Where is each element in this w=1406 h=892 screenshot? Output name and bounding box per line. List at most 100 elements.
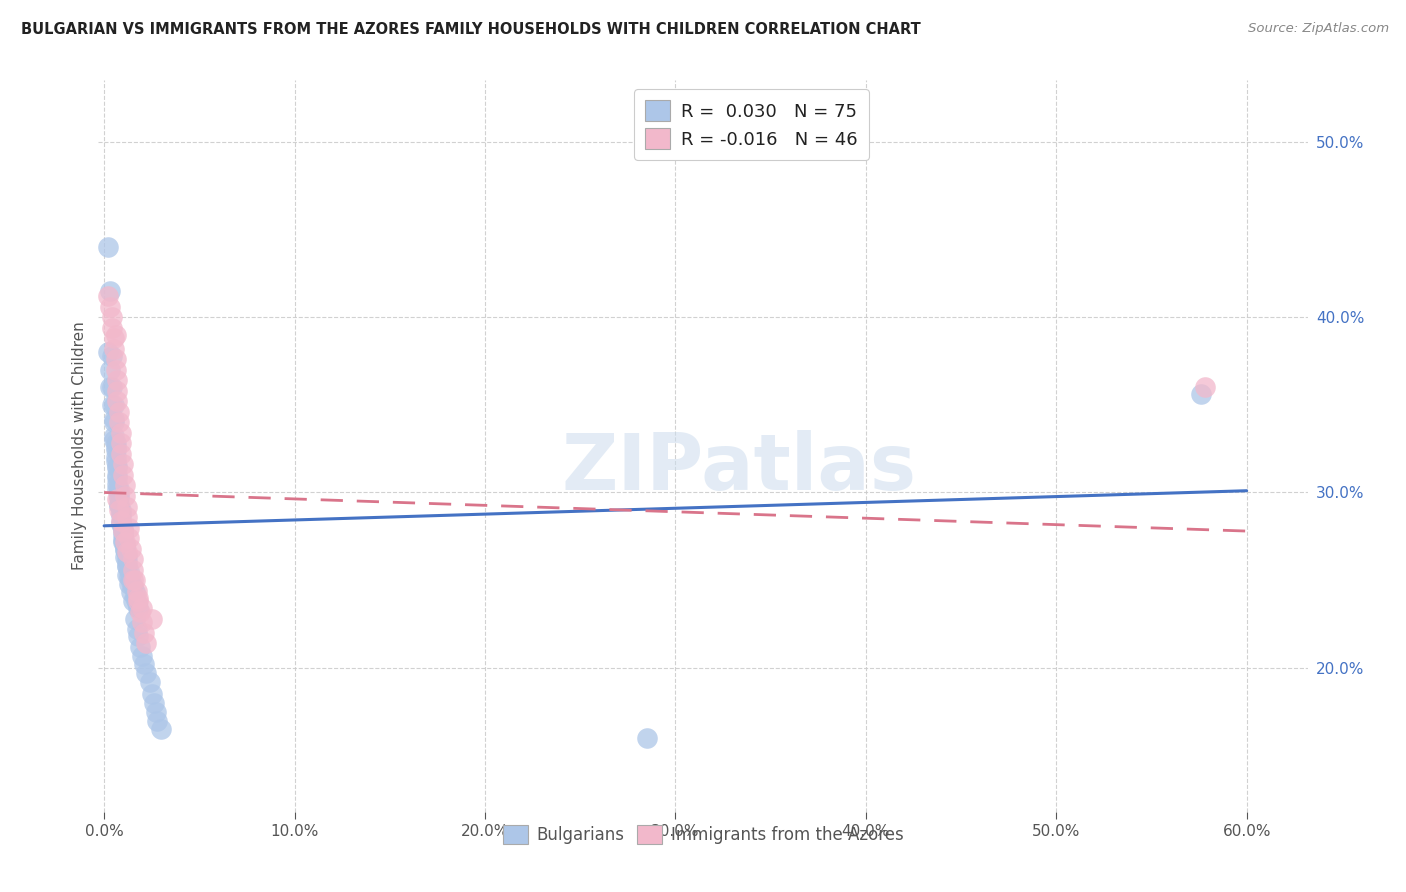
Point: [115, 549, 138, 563]
Point: [98, 284, 121, 298]
Point: [1189, 387, 1212, 401]
Point: [107, 373, 129, 387]
Point: [125, 622, 148, 636]
Point: [100, 349, 122, 363]
Point: [131, 601, 153, 615]
Point: [110, 514, 132, 528]
Point: [100, 398, 122, 412]
Point: [98, 300, 121, 314]
Point: [118, 520, 141, 534]
Point: [110, 507, 132, 521]
Point: [108, 489, 131, 503]
Point: [125, 596, 148, 610]
Y-axis label: Family Households with Children: Family Households with Children: [72, 322, 87, 570]
Point: [120, 541, 142, 556]
Point: [107, 459, 129, 474]
Point: [115, 554, 138, 568]
Point: [104, 327, 127, 342]
Point: [107, 384, 129, 398]
Point: [118, 565, 141, 579]
Point: [146, 714, 169, 728]
Point: [142, 696, 165, 710]
Point: [134, 625, 156, 640]
Point: [124, 573, 146, 587]
Point: [107, 394, 129, 409]
Legend: Bulgarians, Immigrants from the Azores: Bulgarians, Immigrants from the Azores: [496, 818, 910, 851]
Point: [104, 443, 127, 458]
Text: ZIPatlas: ZIPatlas: [562, 430, 917, 506]
Point: [97, 345, 120, 359]
Point: [127, 591, 149, 605]
Point: [104, 440, 127, 454]
Point: [118, 531, 141, 545]
Point: [150, 723, 173, 737]
Point: [110, 516, 132, 530]
Point: [124, 612, 146, 626]
Point: [114, 534, 136, 549]
Point: [121, 573, 143, 587]
Point: [121, 594, 143, 608]
Point: [112, 522, 135, 536]
Point: [110, 517, 132, 532]
Point: [97, 289, 120, 303]
Point: [108, 498, 131, 512]
Point: [121, 552, 143, 566]
Point: [112, 534, 135, 549]
Point: [124, 591, 146, 605]
Point: [115, 545, 138, 559]
Point: [103, 398, 125, 412]
Point: [107, 476, 129, 491]
Point: [108, 498, 131, 512]
Point: [108, 503, 131, 517]
Point: [103, 342, 125, 356]
Point: [120, 574, 142, 589]
Point: [112, 467, 135, 482]
Point: [121, 580, 143, 594]
Point: [100, 380, 122, 394]
Point: [103, 331, 125, 345]
Point: [114, 489, 136, 503]
Point: [135, 636, 157, 650]
Point: [114, 550, 136, 565]
Point: [115, 500, 138, 514]
Point: [120, 585, 142, 599]
Point: [145, 705, 167, 719]
Text: Source: ZipAtlas.com: Source: ZipAtlas.com: [1249, 22, 1389, 36]
Point: [103, 412, 125, 426]
Point: [115, 510, 138, 524]
Point: [104, 362, 127, 376]
Point: [112, 527, 135, 541]
Point: [108, 491, 131, 505]
Point: [139, 674, 162, 689]
Point: [103, 433, 125, 447]
Point: [107, 471, 129, 485]
Point: [134, 657, 156, 672]
Point: [108, 405, 131, 419]
Point: [114, 478, 136, 492]
Point: [107, 461, 129, 475]
Point: [108, 485, 131, 500]
Point: [141, 687, 163, 701]
Point: [110, 436, 132, 450]
Point: [121, 563, 143, 577]
Point: [100, 310, 122, 324]
Point: [636, 731, 658, 745]
Point: [131, 615, 153, 630]
Point: [114, 543, 136, 558]
Point: [100, 320, 122, 334]
Point: [112, 458, 135, 472]
Point: [131, 648, 153, 663]
Point: [103, 429, 125, 443]
Point: [108, 482, 131, 496]
Point: [115, 568, 138, 582]
Point: [118, 569, 141, 583]
Point: [108, 415, 131, 429]
Point: [125, 583, 148, 598]
Point: [103, 415, 125, 429]
Point: [114, 538, 136, 552]
Point: [98, 362, 121, 376]
Point: [110, 425, 132, 440]
Point: [104, 454, 127, 468]
Point: [110, 447, 132, 461]
Point: [107, 467, 129, 482]
